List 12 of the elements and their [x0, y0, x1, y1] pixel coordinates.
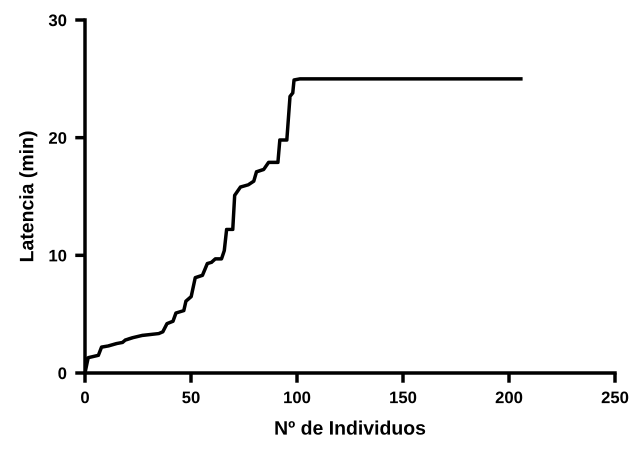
y-tick-label: 30 [48, 14, 66, 26]
x-tick-label: 250 [602, 391, 628, 404]
y-tick-label: 0 [58, 367, 66, 380]
x-tick-label: 100 [284, 391, 310, 404]
x-tick-label: 150 [390, 391, 416, 404]
x-tick-label: 0 [81, 391, 89, 404]
x-tick-label: 50 [182, 391, 200, 404]
y-tick-label: 20 [48, 132, 66, 144]
y-axis-title: Latencia (min) [19, 132, 38, 262]
x-axis-title: Nº de Individuos [275, 420, 426, 435]
x-tick-label: 200 [496, 391, 522, 404]
y-tick-label: 10 [49, 250, 66, 262]
